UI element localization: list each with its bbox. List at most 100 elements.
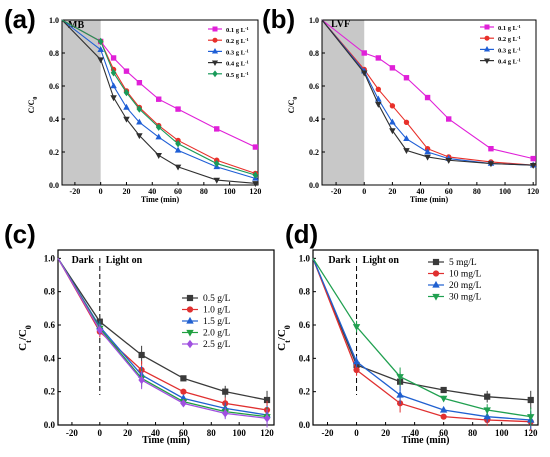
series-0 <box>57 257 271 410</box>
y-tick-label: 1.0 <box>49 16 59 25</box>
y-tick-label: 0.6 <box>299 320 311 330</box>
legend-swatch-marker <box>484 35 490 41</box>
legend-name: 2.5 g/L <box>203 340 231 350</box>
data-point <box>487 161 495 168</box>
y-tick-label: 1.0 <box>44 253 56 263</box>
y-tick-label: 0.8 <box>44 287 56 297</box>
x-tick-label: 20 <box>388 187 396 196</box>
series-2 <box>61 19 259 181</box>
legend-name: 10 mg/L <box>449 270 482 280</box>
light-on-label: Light on <box>106 255 143 266</box>
y-label-main: C/C <box>27 99 36 113</box>
x-tick-label: 40 <box>417 187 425 196</box>
data-point <box>389 103 396 109</box>
series-line <box>57 257 268 401</box>
data-point <box>156 96 162 102</box>
data-point <box>123 103 130 110</box>
data-point <box>352 357 361 365</box>
legend-name: 0.3 g L <box>498 47 518 54</box>
dark-region <box>62 20 101 185</box>
plot-frame <box>57 249 275 426</box>
plot-frame <box>321 19 537 186</box>
data-point <box>439 405 448 413</box>
plot-frame <box>312 249 539 426</box>
legend-name: 0.2 g L <box>498 36 518 43</box>
data-point <box>375 86 382 93</box>
legend-label: 0.3 g L-1 <box>226 48 249 57</box>
data-point <box>110 82 117 89</box>
data-point <box>252 171 259 179</box>
y-tick-label: 0.2 <box>299 387 311 397</box>
legend-label: 0.2 g L-1 <box>226 37 249 46</box>
data-point <box>180 399 187 408</box>
x-axis-label: Time (min) <box>402 435 450 446</box>
legend-swatch-marker <box>212 37 218 43</box>
legend-label: 10 mg/L <box>449 270 482 280</box>
x-tick-label: 80 <box>200 187 208 196</box>
legend-swatch-marker <box>186 316 194 324</box>
data-point <box>175 106 181 112</box>
data-point <box>439 395 448 403</box>
x-tick-label: 120 <box>524 428 538 438</box>
x-tick-label: 20 <box>381 428 391 438</box>
legend-label: 0.5 g/L <box>203 294 231 304</box>
series-line <box>57 258 268 411</box>
legend-name: 0.4 g L <box>226 61 246 68</box>
data-point <box>174 164 182 171</box>
data-point <box>97 46 104 52</box>
legend-label: 5 mg/L <box>449 258 477 268</box>
series-3 <box>312 257 535 426</box>
legend-swatch-marker <box>432 293 440 301</box>
legend-unit-sup: -1 <box>245 26 249 31</box>
legend-swatch-marker <box>211 60 219 67</box>
legend-swatch-marker <box>432 270 440 277</box>
data-point <box>424 94 431 101</box>
legend-swatch-marker <box>211 47 219 54</box>
series-line <box>312 257 531 418</box>
data-point <box>527 396 534 404</box>
data-point <box>389 118 396 125</box>
data-point <box>353 366 360 374</box>
legend-name: 1.0 g/L <box>203 306 231 316</box>
x-tick-label: 120 <box>260 428 274 438</box>
series-1 <box>312 258 534 431</box>
x-tick-label: 40 <box>151 428 161 438</box>
data-point <box>360 70 368 77</box>
data-point <box>221 409 229 418</box>
plot-frame <box>61 19 259 186</box>
data-point <box>445 157 452 164</box>
data-point <box>483 412 491 420</box>
legend-label: 0.3 g L-1 <box>498 46 521 55</box>
data-point <box>175 140 181 148</box>
data-point <box>123 116 130 123</box>
y-tick-label: 0.2 <box>49 148 59 157</box>
y-label-c: C <box>276 343 288 351</box>
y-label-sub: 0 <box>293 97 299 100</box>
legend-swatch-marker <box>432 280 440 288</box>
dark-label: Dark <box>72 255 95 266</box>
legend-swatch-marker <box>212 26 218 32</box>
y-label-c: C <box>17 343 29 351</box>
series-0 <box>312 258 534 410</box>
data-point <box>138 351 145 359</box>
panel-label: (d) <box>285 219 318 249</box>
data-point <box>97 57 104 64</box>
y-axis-label: Ct/C0 <box>17 325 33 351</box>
series-3 <box>57 258 271 426</box>
legend-unit-sup: -1 <box>245 48 249 53</box>
x-tick-label: 120 <box>249 187 261 196</box>
panel-label: (a) <box>4 4 36 34</box>
legend-swatch-marker <box>484 24 490 30</box>
data-point <box>530 155 536 162</box>
legend-name: 30 mg/L <box>449 293 482 303</box>
series-4 <box>61 19 259 179</box>
legend-name: 0.4 g L <box>498 59 518 66</box>
data-point <box>375 95 382 102</box>
x-tick-label: 100 <box>224 187 236 196</box>
y-label-sub-t: t <box>283 340 292 343</box>
data-point <box>403 148 410 155</box>
x-axis-label: Time (min) <box>410 195 449 204</box>
legend-label: 20 mg/L <box>449 281 482 291</box>
legend-label: 0.4 g L-1 <box>498 57 521 66</box>
x-tick-label: 100 <box>499 187 511 196</box>
